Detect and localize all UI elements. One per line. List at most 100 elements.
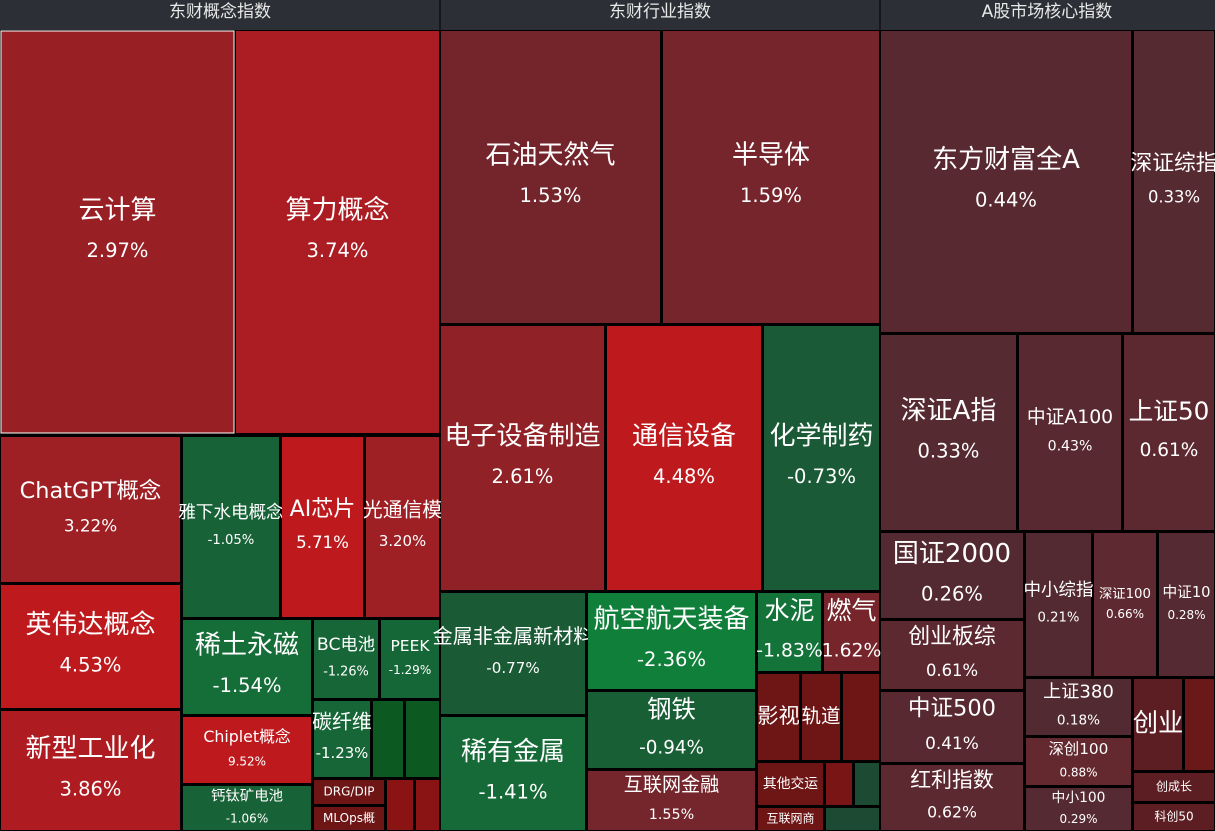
panel-title: A股市场核心指数 — [982, 2, 1113, 22]
tile — [1134, 31, 1214, 332]
tile-label: 国证2000 — [893, 539, 1011, 569]
tile-value: 0.21% — [1038, 611, 1080, 626]
empty-tile — [843, 674, 879, 760]
tile-label: 中证500 — [908, 696, 996, 722]
tile-label: DRG/DIP — [324, 785, 375, 799]
tile — [183, 437, 279, 617]
tile-value: 2.61% — [492, 465, 554, 488]
tile-label: 钢铁 — [647, 695, 696, 724]
tile-value: 5.71% — [296, 533, 349, 552]
tile — [588, 771, 755, 830]
tile-value: 1.53% — [520, 184, 582, 207]
tile — [314, 701, 370, 777]
tile-value: -0.94% — [639, 737, 704, 758]
tile-label: 钙钛矿电池 — [211, 788, 283, 805]
tile-label: MLOps概 — [323, 811, 375, 825]
tile-label: 上证50 — [1129, 397, 1210, 426]
tile-label: 深证综指 — [1130, 151, 1215, 176]
tile-value: -0.73% — [787, 465, 856, 488]
tile-value: 4.48% — [653, 465, 715, 488]
tile-value: 1.55% — [649, 807, 694, 823]
tile-value: -2.36% — [637, 648, 706, 671]
tile-label: 算力概念 — [285, 196, 389, 226]
empty-tile — [387, 780, 413, 830]
tile-label: Chiplet概念 — [203, 727, 291, 746]
tile-label: PEEK — [390, 637, 430, 655]
tile-value: 0.66% — [1106, 607, 1144, 621]
tile-value: -0.77% — [486, 659, 539, 677]
tile-label: 中证A100 — [1027, 406, 1113, 428]
tile-value: 3.86% — [60, 778, 122, 801]
tile — [607, 326, 761, 590]
tile-label: 深创100 — [1049, 740, 1109, 758]
tile-label: 影视 — [757, 704, 800, 729]
tile — [183, 620, 311, 714]
panel-title: 东财概念指数 — [169, 1, 271, 22]
tile — [758, 808, 823, 830]
empty-tile — [855, 763, 879, 805]
tile — [0, 30, 235, 434]
tile — [758, 763, 823, 805]
tile — [314, 780, 384, 804]
tile — [758, 674, 799, 760]
tile — [802, 674, 840, 760]
tile-label: 上证380 — [1043, 682, 1114, 703]
tile-label: AI芯片 — [290, 496, 356, 522]
tile-value: 0.18% — [1057, 713, 1100, 729]
tile — [881, 621, 1023, 689]
tile — [588, 692, 755, 768]
tile-label: 碳纤维 — [312, 711, 372, 734]
tile — [441, 31, 660, 323]
tile — [881, 765, 1023, 830]
tile — [758, 593, 821, 671]
tile-value: 2.97% — [87, 239, 149, 262]
tile — [1026, 788, 1131, 830]
tile-label: 水泥 — [764, 596, 814, 625]
tile-value: 0.33% — [918, 440, 980, 463]
tile-label: 新型工业化 — [25, 734, 155, 764]
empty-tile — [826, 763, 852, 805]
tile — [441, 326, 604, 590]
tile-label: 光通信模 — [363, 499, 442, 522]
tile-label: 燃气 — [826, 596, 876, 625]
tile-value: 1.59% — [740, 184, 802, 207]
tile-label: 互联网金融 — [624, 773, 719, 796]
panel-title: 东财行业指数 — [609, 2, 711, 22]
tile-value: 4.53% — [60, 654, 122, 677]
tile — [1, 711, 180, 830]
tile-label: 创业 — [1133, 709, 1184, 738]
tile — [183, 717, 311, 783]
tile — [183, 786, 311, 830]
tile — [1134, 679, 1182, 770]
tile-value: 0.28% — [1167, 608, 1205, 622]
tile-value: 0.88% — [1059, 765, 1097, 779]
tile-value: 0.43% — [1048, 439, 1093, 455]
tile — [1159, 533, 1214, 676]
tile-label: 金属非金属新材料 — [433, 624, 594, 648]
tile-value: 0.33% — [1148, 187, 1200, 206]
tile-value: -1.83% — [756, 640, 822, 661]
tile-label: 英伟达概念 — [25, 610, 155, 640]
tile-label: 东方财富全A — [932, 145, 1080, 175]
tile-value: 0.62% — [927, 803, 977, 822]
tile — [1094, 533, 1156, 676]
tile-label: 科创50 — [1154, 810, 1193, 824]
tile — [314, 620, 378, 698]
empty-tile — [373, 701, 403, 777]
tile-value: 0.29% — [1059, 812, 1097, 826]
tile-label: BC电池 — [317, 635, 375, 655]
tile-label: 云计算 — [78, 196, 156, 226]
tile-label: 石油天然气 — [485, 141, 615, 171]
empty-tile — [416, 780, 439, 830]
empty-tile — [1185, 679, 1214, 770]
tile-value: -1.29% — [389, 663, 431, 677]
tile-label: 电子设备制造 — [444, 422, 600, 452]
tile-value: -1.06% — [226, 811, 268, 825]
tile-label: 化学制药 — [769, 422, 873, 452]
tile — [1134, 773, 1214, 801]
tile — [881, 533, 1023, 618]
tile — [764, 326, 879, 590]
tile-label: 稀土永磁 — [195, 631, 299, 661]
